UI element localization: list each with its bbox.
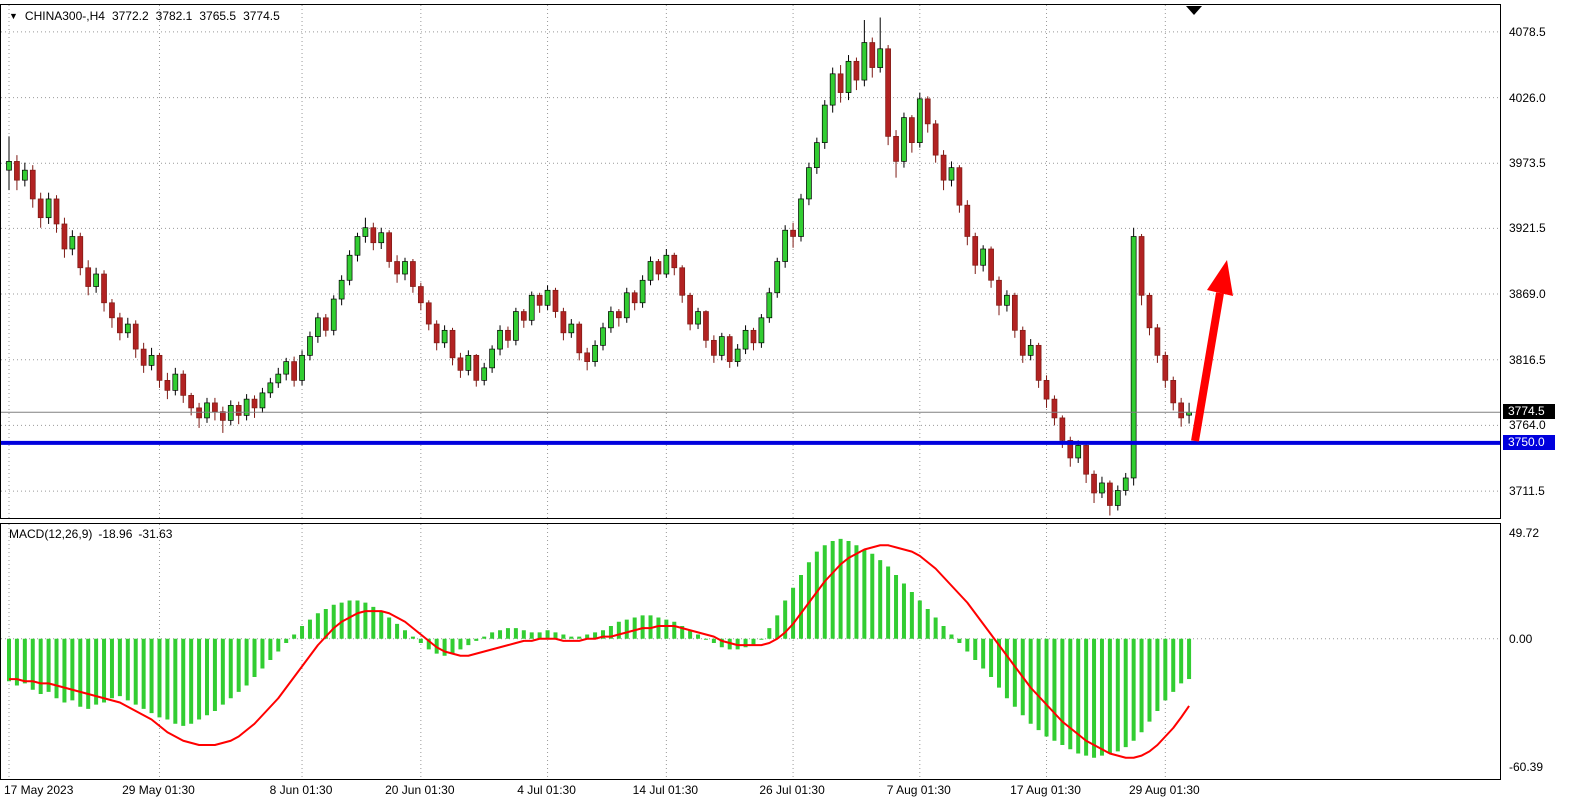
time-axis-label: 14 Jul 01:30 bbox=[632, 783, 699, 797]
chart-shift-marker-icon[interactable] bbox=[1186, 6, 1202, 15]
price-axis-label: 3816.5 bbox=[1509, 352, 1546, 367]
trend-arrow-shaft bbox=[1191, 292, 1224, 442]
price-axis-label: 3921.5 bbox=[1509, 221, 1546, 236]
time-axis[interactable]: 17 May 2023 29 May 01:30 8 Jun 01:30 20 Jun… bbox=[0, 782, 1501, 804]
current-price-tag: 3774.5 bbox=[1503, 404, 1555, 420]
symbol-menu-icon[interactable]: ▼ bbox=[9, 11, 18, 21]
macd-signal-value: -31.63 bbox=[138, 527, 173, 541]
price-axis-label: 3973.5 bbox=[1509, 156, 1546, 171]
symbol-timeframe-label: CHINA300-,H4 bbox=[24, 9, 105, 23]
chart-header: ▼ CHINA300-,H4 3772.2 3782.1 3765.5 3774… bbox=[9, 9, 280, 23]
macd-indicator-label: MACD(12,26,9) bbox=[9, 527, 93, 541]
main-chart-pane[interactable]: ▼ CHINA300-,H4 3772.2 3782.1 3765.5 3774… bbox=[0, 4, 1501, 519]
time-axis-label: 4 Jul 01:30 bbox=[517, 783, 576, 797]
price-axis-label: 4026.0 bbox=[1509, 90, 1546, 105]
time-axis-label: 26 Jul 01:30 bbox=[759, 783, 825, 797]
macd-header: MACD(12,26,9) -18.96 -31.63 bbox=[9, 527, 172, 541]
macd-indicator-pane[interactable]: MACD(12,26,9) -18.96 -31.63 bbox=[0, 523, 1501, 780]
level-price-tag: 3750.0 bbox=[1503, 434, 1555, 450]
ohlc-low-value: 3765.5 bbox=[199, 9, 237, 23]
price-axis[interactable]: 4078.5 4026.0 3973.5 3921.5 3869.0 3816.5 3764… bbox=[1501, 0, 1583, 811]
macd-axis-label: 49.72 bbox=[1509, 526, 1540, 541]
ohlc-close-value: 3774.5 bbox=[243, 9, 280, 23]
time-axis-label: 17 Aug 01:30 bbox=[1010, 783, 1081, 797]
trend-arrow-head bbox=[1207, 260, 1233, 296]
price-axis-label: 3711.5 bbox=[1509, 484, 1545, 499]
time-axis-label: 8 Jun 01:30 bbox=[269, 783, 333, 797]
candlestick-chart-canvas[interactable] bbox=[1, 5, 1500, 518]
time-axis-label: 20 Jun 01:30 bbox=[385, 783, 455, 797]
ohlc-high-value: 3782.1 bbox=[155, 9, 193, 23]
macd-main-value: -18.96 bbox=[98, 527, 133, 541]
time-axis-label: 29 May 01:30 bbox=[122, 783, 195, 797]
macd-chart-canvas[interactable] bbox=[1, 524, 1500, 779]
price-axis-label: 3764.0 bbox=[1509, 418, 1546, 433]
macd-axis-label: 0.00 bbox=[1509, 631, 1533, 646]
price-axis-label: 3869.0 bbox=[1509, 287, 1546, 302]
price-axis-label: 4078.5 bbox=[1509, 24, 1546, 39]
macd-axis-label: -60.39 bbox=[1509, 760, 1544, 775]
time-axis-label: 7 Aug 01:30 bbox=[886, 783, 951, 797]
time-axis-label: 17 May 2023 bbox=[4, 783, 74, 797]
time-axis-label: 29 Aug 01:30 bbox=[1128, 783, 1200, 797]
ohlc-open-value: 3772.2 bbox=[111, 9, 149, 23]
